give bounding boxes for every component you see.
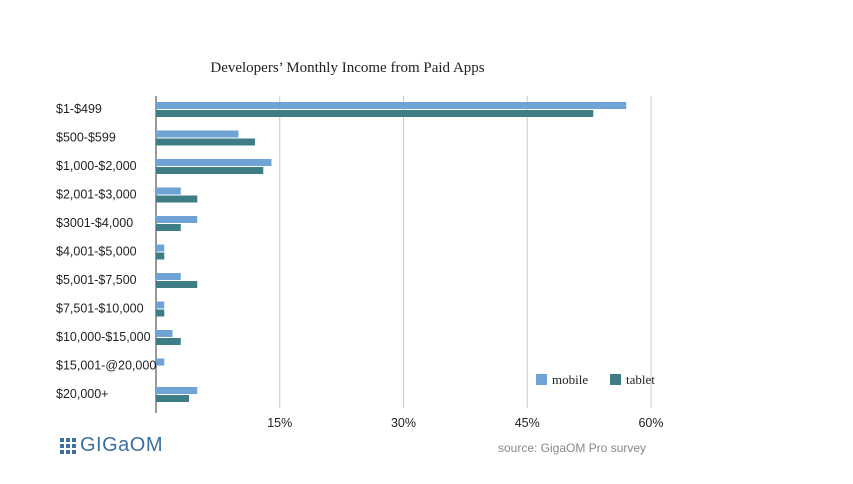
category-label: $15,001-@20,000 bbox=[56, 359, 156, 373]
x-tick-label: 30% bbox=[391, 416, 416, 430]
legend-label-mobile: mobile bbox=[552, 372, 588, 387]
category-label: $7,501-$10,000 bbox=[56, 302, 144, 316]
logo-grid-icon bbox=[60, 437, 76, 454]
bars bbox=[156, 102, 627, 402]
category-label: $500-$599 bbox=[56, 131, 116, 145]
bar-tablet bbox=[156, 195, 198, 203]
bar-tablet bbox=[156, 110, 594, 117]
category-label: $1,000-$2,000 bbox=[56, 159, 137, 173]
legend: mobile tablet bbox=[536, 372, 655, 387]
bar-mobile bbox=[156, 330, 173, 337]
legend-swatch-tablet bbox=[610, 374, 621, 385]
legend-swatch-mobile bbox=[536, 374, 547, 385]
logo-text: GIGaOM bbox=[80, 434, 164, 456]
bar-mobile bbox=[156, 273, 181, 280]
source-note: source: GigaOM Pro survey bbox=[498, 441, 647, 455]
bar-mobile bbox=[156, 187, 181, 195]
category-label: $3001-$4,000 bbox=[56, 216, 133, 230]
bar-tablet bbox=[156, 224, 181, 231]
bar-mobile bbox=[156, 159, 272, 166]
bar-mobile bbox=[156, 301, 165, 309]
bar-tablet bbox=[156, 167, 264, 174]
bar-tablet bbox=[156, 309, 165, 317]
bar-mobile bbox=[156, 130, 239, 138]
category-label: $1-$499 bbox=[56, 102, 102, 116]
chart-title: Developers’ Monthly Income from Paid App… bbox=[210, 60, 485, 76]
category-labels: $1-$499 $500-$599 $1,000-$2,000 $2,001-$3,0… bbox=[56, 102, 156, 401]
category-label: $10,000-$15,000 bbox=[56, 330, 151, 344]
bar-mobile bbox=[156, 358, 165, 366]
bar-mobile bbox=[156, 216, 198, 223]
bar-mobile bbox=[156, 387, 198, 394]
bar-tablet bbox=[156, 281, 198, 288]
x-tick-labels: 15% 30% 45% 60% bbox=[267, 416, 663, 430]
bar-tablet bbox=[156, 395, 189, 402]
legend-label-tablet: tablet bbox=[626, 372, 655, 387]
gigaom-logo: GIGaOM bbox=[60, 434, 163, 457]
x-tick-label: 15% bbox=[267, 416, 292, 430]
bar-mobile bbox=[156, 102, 627, 109]
x-tick-label: 60% bbox=[638, 416, 663, 430]
grid-lines bbox=[155, 96, 652, 413]
bar-tablet bbox=[156, 138, 255, 146]
bar-mobile bbox=[156, 244, 165, 252]
category-label: $2,001-$3,000 bbox=[56, 188, 137, 202]
category-label: $5,001-$7,500 bbox=[56, 273, 137, 287]
bar-tablet bbox=[156, 338, 181, 345]
category-label: $20,000+ bbox=[56, 387, 108, 401]
x-tick-label: 45% bbox=[515, 416, 540, 430]
category-label: $4,001-$5,000 bbox=[56, 245, 137, 259]
bar-tablet bbox=[156, 252, 165, 260]
